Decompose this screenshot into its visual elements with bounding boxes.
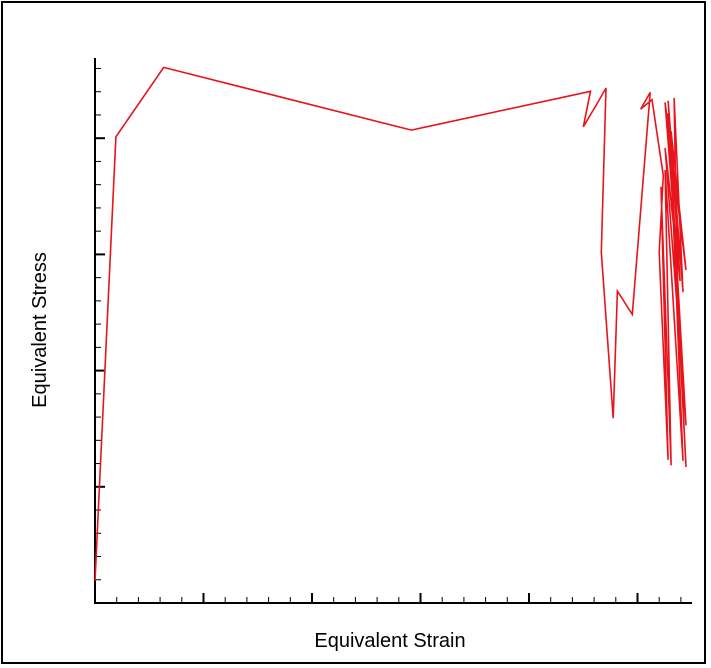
series-line-0 xyxy=(94,66,687,581)
x-axis-label: Equivalent Strain xyxy=(314,630,465,652)
plot-area xyxy=(94,66,687,581)
axes xyxy=(94,58,692,604)
y-axis-label: Equivalent Stress xyxy=(29,252,51,408)
